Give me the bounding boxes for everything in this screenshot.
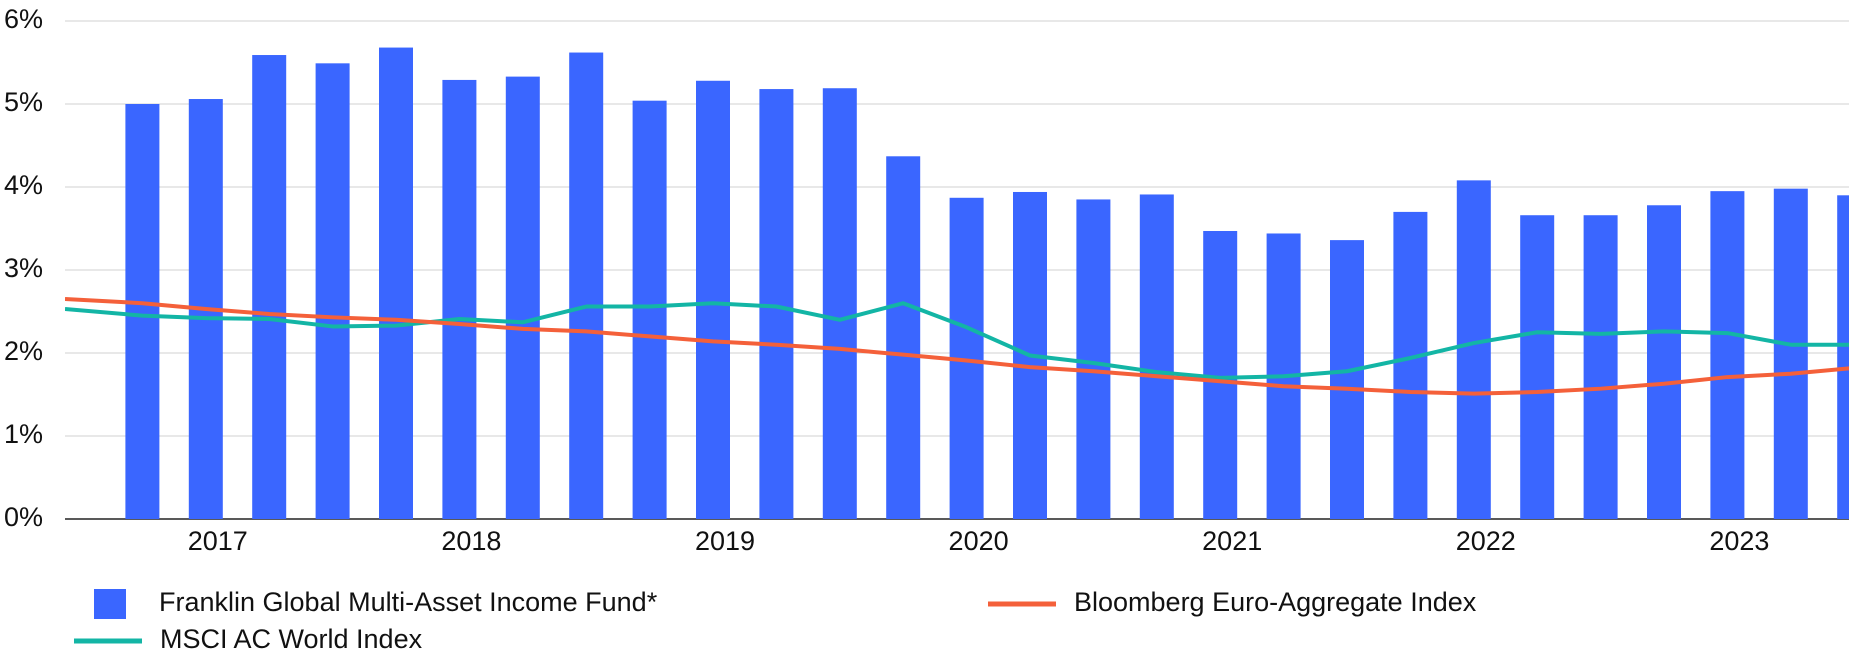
bar — [505, 76, 540, 520]
bar — [1520, 215, 1555, 519]
y-tick-label: 0% — [4, 502, 43, 532]
y-tick-label: 3% — [4, 253, 43, 283]
y-tick-label: 6% — [4, 4, 43, 34]
bar — [1710, 191, 1745, 519]
bar — [569, 52, 604, 519]
x-tick-label: 2022 — [1456, 526, 1516, 556]
y-tick-label: 1% — [4, 419, 43, 449]
y-tick-label: 5% — [4, 87, 43, 117]
bar — [1076, 199, 1111, 519]
legend-label: Franklin Global Multi-Asset Income Fund* — [159, 587, 658, 617]
bar — [1393, 211, 1428, 519]
bar — [886, 156, 921, 520]
bar — [1583, 215, 1618, 519]
legend-swatch — [94, 589, 126, 619]
bar — [125, 104, 160, 519]
bar — [442, 79, 477, 520]
y-tick-label: 4% — [4, 170, 43, 200]
plot-area — [65, 47, 1849, 520]
bar — [696, 80, 730, 519]
x-tick-label: 2019 — [695, 526, 755, 556]
bar — [1837, 195, 1849, 520]
x-tick-label: 2017 — [188, 526, 248, 556]
bar — [1647, 205, 1681, 519]
line — [65, 297, 1849, 396]
bar — [822, 88, 857, 519]
x-tick-label: 2018 — [441, 526, 501, 556]
labels: 0% 1% 2% 3% 4% 5% 6% 2017 2018 2019 2020 2021 2022 20… — [4, 4, 1769, 653]
legend-label: MSCI AC World Index — [160, 624, 423, 653]
bar — [1773, 188, 1808, 519]
bar — [1139, 194, 1174, 519]
bar — [1330, 240, 1364, 519]
line — [65, 301, 1849, 380]
bar — [1456, 180, 1491, 520]
x-tick-label: 2020 — [949, 526, 1009, 556]
bar — [379, 47, 413, 520]
y-tick-label: 2% — [4, 336, 43, 366]
x-tick-label: 2023 — [1709, 526, 1769, 556]
legend-label: Bloomberg Euro-Aggregate Index — [1074, 587, 1477, 617]
bar — [252, 55, 287, 519]
x-tick-label: 2021 — [1202, 526, 1262, 556]
bar — [315, 63, 350, 520]
bar — [632, 100, 667, 520]
